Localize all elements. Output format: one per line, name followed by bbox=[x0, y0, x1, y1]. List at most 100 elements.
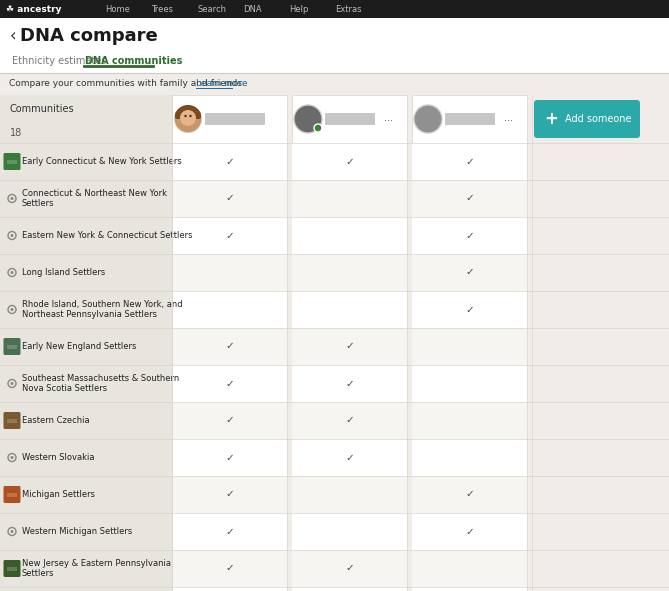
Text: Help: Help bbox=[289, 5, 308, 14]
Text: Western Slovakia: Western Slovakia bbox=[22, 453, 94, 462]
Bar bbox=[0, 476, 172, 513]
Text: ✓: ✓ bbox=[225, 230, 234, 241]
Bar bbox=[0, 18, 669, 73]
Text: Ethnicity estimates: Ethnicity estimates bbox=[12, 56, 106, 66]
Bar bbox=[7, 345, 17, 349]
Bar bbox=[0, 73, 669, 95]
Bar bbox=[172, 95, 287, 143]
Bar bbox=[532, 550, 669, 587]
Text: Eastern Czechia: Eastern Czechia bbox=[22, 416, 90, 425]
Text: Early Connecticut & New York Settlers: Early Connecticut & New York Settlers bbox=[22, 157, 182, 166]
Text: ✓: ✓ bbox=[225, 193, 234, 203]
Bar bbox=[0, 365, 172, 402]
Text: Settlers: Settlers bbox=[22, 569, 54, 578]
Bar bbox=[412, 439, 527, 476]
Circle shape bbox=[11, 456, 13, 459]
Text: ✓: ✓ bbox=[345, 563, 354, 573]
Bar bbox=[412, 550, 527, 587]
Bar bbox=[172, 439, 287, 476]
Bar bbox=[0, 95, 669, 591]
Circle shape bbox=[11, 308, 13, 311]
Text: Southeast Massachusetts & Southern: Southeast Massachusetts & Southern bbox=[22, 374, 179, 383]
Bar bbox=[172, 291, 287, 328]
Bar bbox=[0, 143, 172, 180]
Circle shape bbox=[180, 110, 196, 126]
Bar bbox=[7, 418, 17, 423]
Bar bbox=[292, 328, 407, 365]
Text: Early New England Settlers: Early New England Settlers bbox=[22, 342, 136, 351]
FancyBboxPatch shape bbox=[205, 113, 265, 125]
Text: Communities: Communities bbox=[10, 104, 75, 114]
Text: ✓: ✓ bbox=[465, 304, 474, 314]
Text: DNA: DNA bbox=[243, 5, 262, 14]
Bar bbox=[412, 254, 527, 291]
Text: Eastern New York & Connecticut Settlers: Eastern New York & Connecticut Settlers bbox=[22, 231, 193, 240]
FancyBboxPatch shape bbox=[325, 113, 375, 125]
FancyBboxPatch shape bbox=[534, 100, 640, 138]
Bar bbox=[7, 492, 17, 496]
Text: +: + bbox=[544, 110, 558, 128]
Text: Learn more: Learn more bbox=[196, 80, 248, 89]
Bar bbox=[0, 217, 172, 254]
Text: New Jersey & Eastern Pennsylvania: New Jersey & Eastern Pennsylvania bbox=[22, 559, 171, 568]
Bar bbox=[412, 476, 527, 513]
Text: ✓: ✓ bbox=[465, 157, 474, 167]
Bar bbox=[0, 550, 172, 587]
Text: Search: Search bbox=[197, 5, 226, 14]
Bar bbox=[0, 439, 172, 476]
Text: 18: 18 bbox=[10, 128, 22, 138]
Bar bbox=[412, 291, 527, 328]
Bar bbox=[412, 143, 527, 180]
Bar bbox=[0, 254, 172, 291]
Bar bbox=[532, 217, 669, 254]
Circle shape bbox=[11, 271, 13, 274]
Bar bbox=[172, 365, 287, 402]
Bar bbox=[0, 402, 172, 439]
FancyBboxPatch shape bbox=[445, 113, 495, 125]
Text: ✓: ✓ bbox=[345, 378, 354, 388]
Circle shape bbox=[11, 234, 13, 237]
Circle shape bbox=[294, 105, 322, 133]
Circle shape bbox=[184, 115, 187, 117]
Text: Settlers: Settlers bbox=[22, 199, 54, 208]
Bar bbox=[532, 328, 669, 365]
Bar bbox=[0, 180, 172, 217]
Text: ✓: ✓ bbox=[465, 230, 474, 241]
Text: Northeast Pennsylvania Settlers: Northeast Pennsylvania Settlers bbox=[22, 310, 157, 319]
Circle shape bbox=[11, 530, 13, 533]
FancyBboxPatch shape bbox=[3, 338, 21, 355]
Text: ✓: ✓ bbox=[345, 342, 354, 352]
Bar bbox=[532, 143, 669, 180]
Text: ✓: ✓ bbox=[225, 415, 234, 426]
Bar bbox=[532, 402, 669, 439]
FancyBboxPatch shape bbox=[3, 560, 21, 577]
Text: ✓: ✓ bbox=[345, 157, 354, 167]
Text: Add someone: Add someone bbox=[565, 114, 632, 124]
Bar bbox=[532, 291, 669, 328]
FancyBboxPatch shape bbox=[3, 412, 21, 429]
FancyBboxPatch shape bbox=[3, 153, 21, 170]
Bar bbox=[532, 180, 669, 217]
Text: Connecticut & Northeast New York: Connecticut & Northeast New York bbox=[22, 189, 167, 198]
Text: Compare your communities with family and friends.: Compare your communities with family and… bbox=[9, 80, 245, 89]
Bar bbox=[412, 95, 527, 143]
Bar bbox=[412, 513, 527, 550]
Bar bbox=[0, 513, 172, 550]
Text: ✓: ✓ bbox=[345, 415, 354, 426]
Bar bbox=[292, 587, 407, 591]
Text: ✓: ✓ bbox=[225, 453, 234, 463]
Circle shape bbox=[174, 105, 202, 133]
Bar bbox=[412, 180, 527, 217]
Text: ✓: ✓ bbox=[225, 563, 234, 573]
Bar bbox=[172, 587, 287, 591]
Bar bbox=[292, 254, 407, 291]
Text: ✓: ✓ bbox=[465, 268, 474, 278]
Bar bbox=[412, 328, 527, 365]
Bar bbox=[292, 217, 407, 254]
Bar bbox=[412, 365, 527, 402]
Text: ✓: ✓ bbox=[225, 378, 234, 388]
Bar bbox=[532, 587, 669, 591]
Circle shape bbox=[314, 124, 322, 132]
Text: Michigan Settlers: Michigan Settlers bbox=[22, 490, 95, 499]
Circle shape bbox=[189, 115, 192, 117]
